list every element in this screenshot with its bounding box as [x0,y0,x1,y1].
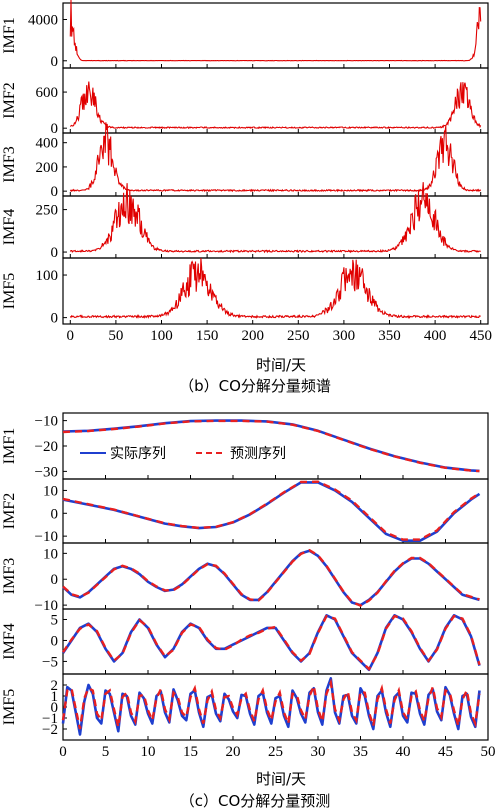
chart-c-xtick-label: 40 [396,744,411,760]
chart-c-ytick-label: 10 [43,483,58,499]
chart-b-ytick-label: 0 [51,184,59,200]
chart-c-xlabel: 时间/天 [256,770,306,788]
chart-b-frequency-spectrum: 04000IMF10600IMF20200400IMF30250IMF40100… [1,0,492,344]
predicted-series-imf2 [62,480,481,541]
spectrum-line-imf2 [69,81,482,130]
chart-b-ytick-label: 0 [51,245,59,261]
chart-c-xtick-label: 20 [226,744,241,760]
chart-c-xtick-label: 45 [438,744,453,760]
chart-c-ytick-label: 5 [51,612,59,628]
chart-c-ytick-label: −2 [42,722,58,738]
chart-c-ytick-label: −10 [35,529,58,545]
chart-c-ytick-label: 0 [51,506,59,522]
chart-b-ytick-label: 200 [36,160,59,176]
chart-c-frame-5 [62,673,489,741]
chart-c-frame-3 [62,542,489,610]
spectrum-line-imf5 [69,258,481,319]
chart-c-ytick-label: 0 [51,572,59,588]
chart-b-xtick-label: 150 [196,328,219,344]
chart-c-ylabel-imf2: IMF2 [1,493,18,529]
chart-b-ylabel-imf4: IMF4 [1,209,18,245]
chart-b-frame-4 [62,195,489,259]
chart-b-ytick-label: 600 [36,85,59,101]
chart-b-ytick-label: 0 [51,121,59,137]
chart-b-ytick-label: 4000 [28,13,58,29]
chart-c-xtick-label: 35 [353,744,368,760]
chart-b-xtick-label: 400 [424,328,447,344]
actual-series-imf3 [62,549,480,607]
chart-b-xtick-label: 50 [108,328,123,344]
chart-b-ylabel-imf5: IMF5 [1,273,18,309]
chart-b-xtick-label: 200 [241,328,264,344]
chart-b-ytick-label: 250 [36,203,59,219]
chart-c-ylabel-imf5: IMF5 [1,689,18,725]
chart-c-xtick-label: 25 [268,744,283,760]
chart-c-ylabel-imf3: IMF3 [1,558,18,594]
spectrum-line-imf4 [69,182,481,254]
chart-b-xlabel: 时间/天 [256,356,306,374]
chart-b-xtick-label: 250 [287,328,310,344]
chart-c-ytick-label: 0 [51,700,59,716]
predicted-series-imf4 [62,614,481,671]
chart-c-ylabel-imf1: IMF1 [1,428,18,464]
chart-b-xtick-label: 450 [469,328,492,344]
chart-b-frame-5 [62,257,489,325]
chart-b-ylabel-imf2: IMF2 [1,82,18,118]
chart-b-ylabel-imf1: IMF1 [1,17,18,53]
chart-c-ytick-label: −10 [35,598,58,614]
legend-predicted-label: 预测序列 [230,446,286,462]
chart-c-xtick-label: 0 [59,744,67,760]
chart-c-ytick-label: 10 [43,546,58,562]
chart-b-frame-1 [62,2,489,69]
chart-b-caption: （b）CO分解分量频谱 [179,377,331,395]
chart-c-xtick-label: 15 [183,744,198,760]
chart-c-frame-2 [62,478,489,544]
chart-b-ytick-label: 100 [36,268,59,284]
chart-c-ylabel-imf4: IMF4 [1,623,18,659]
chart-c-ytick-label: −1 [42,711,58,727]
chart-c-xtick-label: 30 [311,744,326,760]
chart-b-xtick-label: 300 [333,328,356,344]
chart-b-ytick-label: 400 [36,136,59,152]
chart-c-ytick-label: 0 [51,633,59,649]
actual-series-imf5 [61,677,481,736]
predicted-series-imf1 [62,419,480,473]
chart-c-xtick-label: 50 [481,744,496,760]
chart-c-ytick-label: 2 [51,678,59,694]
chart-c-ytick-label: −10 [35,414,58,430]
chart-c-ytick-label: 1 [51,689,59,705]
chart-c-xtick-label: 5 [102,744,110,760]
chart-c-caption: （c）CO分解分量预测 [180,792,331,810]
chart-b-xtick-label: 0 [67,328,75,344]
chart-c-xtick-label: 10 [141,744,156,760]
spectrum-line-imf1 [69,0,482,62]
chart-b-ytick-label: 0 [51,54,59,70]
legend-actual-label: 实际序列 [110,446,166,462]
chart-b-xtick-label: 350 [378,328,401,344]
chart-b-xtick-label: 100 [150,328,173,344]
chart-b-ytick-label: 0 [51,311,59,327]
chart-c-ytick-label: −30 [35,464,58,480]
chart-c-ytick-label: −5 [42,654,58,670]
chart-b-frame-2 [62,67,489,134]
predicted-series-imf3 [62,548,480,607]
chart-b-ylabel-imf3: IMF3 [1,146,18,182]
chart-c-ytick-label: −20 [35,439,58,455]
spectrum-line-imf3 [69,122,482,193]
